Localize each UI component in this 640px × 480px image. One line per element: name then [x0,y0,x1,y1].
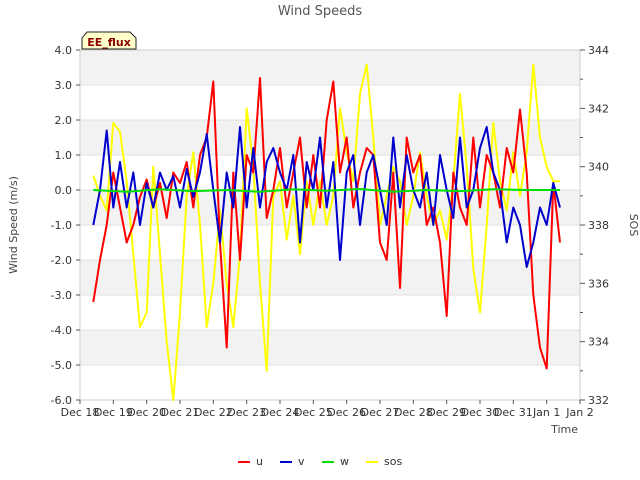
series-line-v [92,126,561,268]
grid-band [80,330,580,365]
y-tick-label: -3.0 [51,289,72,302]
y2-tick-label: 336 [588,277,609,290]
y-tick-label: 3.0 [55,79,73,92]
y-tick-label: -5.0 [51,359,72,372]
y-axis-label: Wind Speed (m/s) [7,176,20,274]
legend-label-v: v [298,455,305,468]
y-axis-left: -6.0 -5.0 -4.0 -3.0 -2.0 -1.0 0.0 1.0 2.0 3.0 4.0 [51,44,80,407]
grid-band [80,120,580,155]
y-tick-label: 1.0 [55,149,73,162]
badge-label: EE_flux [87,36,131,49]
x-tick-label: Dec 18 [61,406,100,419]
y-tick-label: -4.0 [51,324,72,337]
x-tick-label: Dec 29 [427,406,466,419]
chart-title: Wind Speeds [278,4,363,19]
x-tick-label: Dec 31 [494,406,533,419]
x-tick-label: Dec 19 [94,406,133,419]
series-line-w [93,188,560,193]
x-tick-label: Dec 21 [161,406,200,419]
x-tick-label: Dec 22 [194,406,233,419]
x-tick-label: Dec 28 [394,406,433,419]
y-tick-label: 0.0 [55,184,73,197]
y2-tick-label: 340 [588,161,609,174]
series-layer [92,63,561,401]
legend-label-w: w [340,455,349,468]
grid-band [80,50,580,85]
y-tick-label: -2.0 [51,254,72,267]
y2-tick-label: 334 [588,336,609,349]
y-tick-label: -6.0 [51,394,72,407]
x-tick-label: Dec 25 [294,406,333,419]
legend-label-sos: sos [384,455,402,468]
x-tick-label: Dec 30 [461,406,500,419]
x-tick-label: Jan 1 [532,406,560,419]
x-axis-label: Time [550,423,578,436]
y2-tick-label: 338 [588,219,609,232]
series-line-sos [92,63,560,401]
x-tick-label: Dec 20 [127,406,166,419]
x-tick-label: Jan 2 [565,406,593,419]
y2-tick-label: 332 [588,394,609,407]
badge-box [81,31,137,50]
x-tick-label: Dec 27 [361,406,400,419]
y-tick-label: -1.0 [51,219,72,232]
y2-tick-label: 342 [588,102,609,115]
legend: u v w sos [238,455,402,468]
x-tick-label: Dec 24 [261,406,300,419]
badge: EE_flux [81,31,137,50]
x-tick-label: Dec 26 [327,406,366,419]
x-tick-label: Dec 23 [227,406,266,419]
grid-band [80,260,580,295]
y-tick-label: 2.0 [55,114,73,127]
y2-axis-label: SOS [627,214,640,237]
y2-tick-label: 344 [588,44,609,57]
y-axis-right: 332 334 336 338 340 342 344 [580,44,609,407]
y-tick-label: 4.0 [55,44,73,57]
legend-label-u: u [256,455,263,468]
